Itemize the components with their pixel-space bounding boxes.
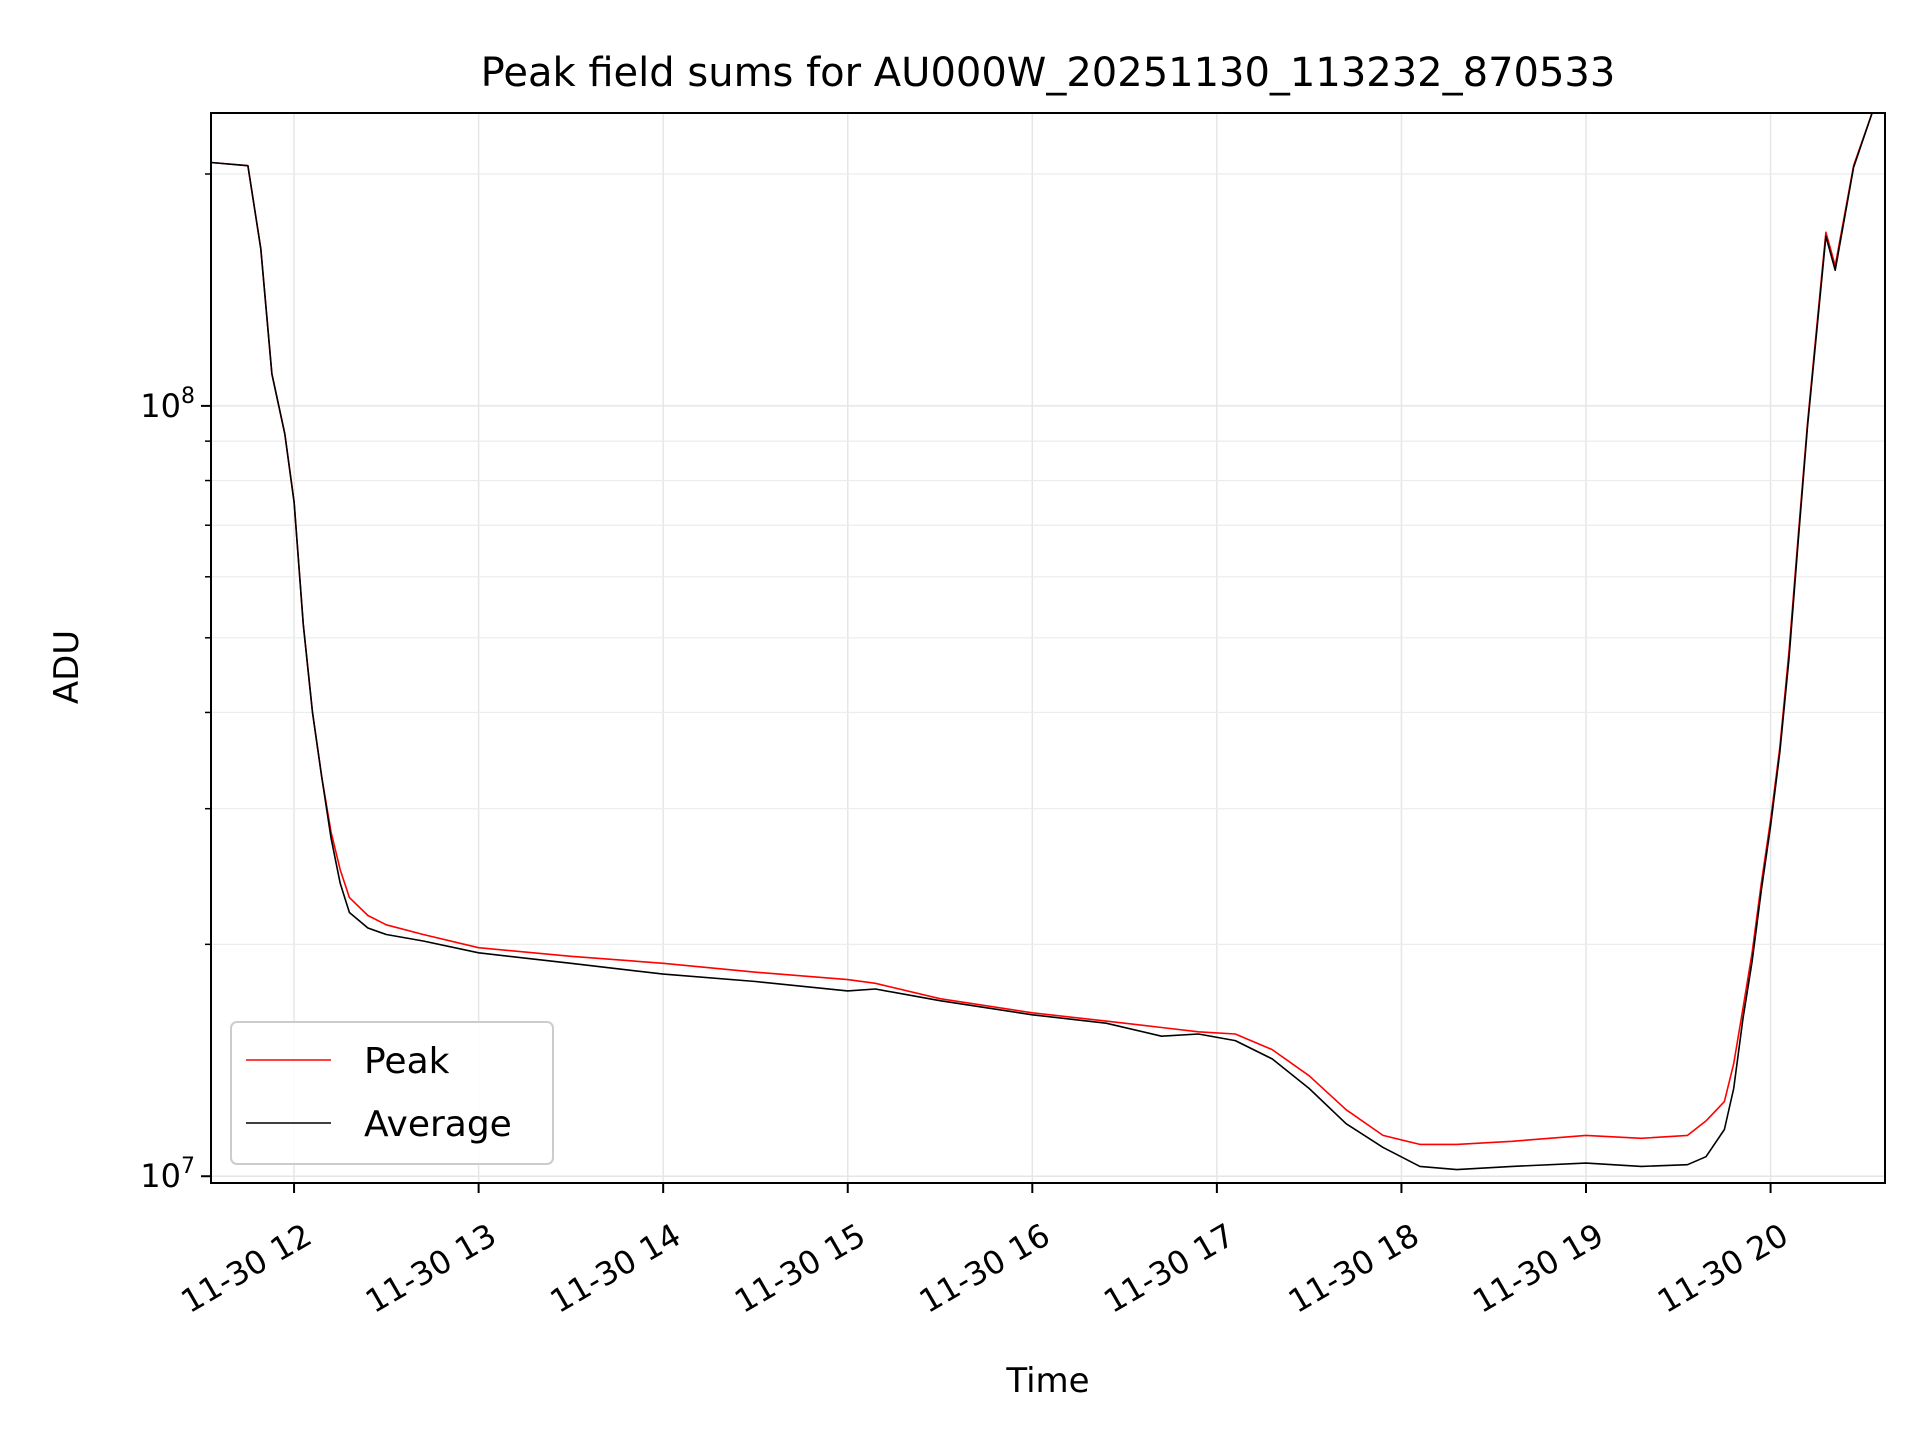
legend-label-average: Average xyxy=(364,1104,512,1145)
x-axis-label: Time xyxy=(1005,1361,1089,1401)
y-axis-label: ADU xyxy=(47,630,87,704)
legend-box xyxy=(230,1021,554,1165)
y-tick-label: 107 xyxy=(140,1154,195,1195)
legend: Peak Average xyxy=(230,1021,554,1165)
series-line-average xyxy=(211,113,1873,1171)
plot-frame xyxy=(210,112,1886,1184)
y-tick-label: 108 xyxy=(140,384,195,425)
chart-title: Peak field sums for AU000W_20251130_1132… xyxy=(481,50,1616,96)
grid xyxy=(211,113,1885,1183)
series-layer xyxy=(211,113,1873,1171)
legend-label-peak: Peak xyxy=(364,1041,450,1082)
